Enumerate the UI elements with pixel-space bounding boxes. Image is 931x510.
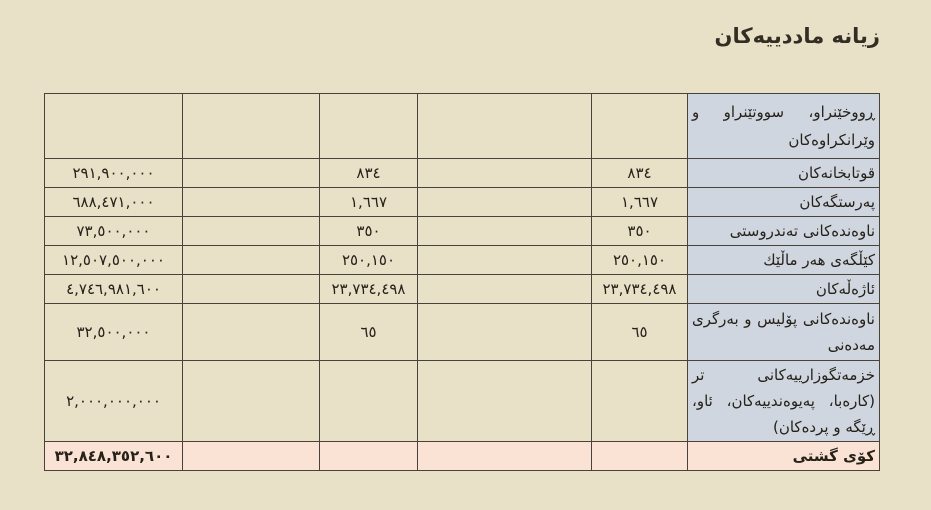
value-cell: ٣٢,٥٠٠,٠٠٠ — [44, 303, 183, 361]
spacer-cell — [182, 216, 320, 246]
header-row: ڕووخێنراو، سووتێنراو و وێرانکراوەکان — [44, 93, 880, 159]
row-label-cell: ئاژەڵەکان — [687, 274, 880, 304]
count-near-cell: ٢٥٠,١٥٠ — [591, 245, 688, 275]
spacer-cell — [417, 303, 592, 361]
spacer-cell — [182, 360, 320, 442]
count-far-cell — [319, 360, 418, 442]
header-empty-cell — [591, 93, 688, 159]
spacer-cell — [182, 274, 320, 304]
value-cell: ٦٨٨,٤٧١,٠٠٠ — [44, 187, 183, 217]
value-cell: ١٢,٥٠٧,٥٠٠,٠٠٠ — [44, 245, 183, 275]
count-near-cell: ٣٥٠ — [591, 216, 688, 246]
total-label-cell: کۆی گشتی — [687, 441, 880, 471]
page-title: زیانە ماددییەکان — [714, 24, 880, 48]
spacer-cell — [182, 187, 320, 217]
value-cell: ٧٣,٥٠٠,٠٠٠ — [44, 216, 183, 246]
count-far-cell: ٦٥ — [319, 303, 418, 361]
count-near-cell — [591, 360, 688, 442]
spacer-cell — [417, 245, 592, 275]
row-label-cell: ناوەندەکانی تەندروستی — [687, 216, 880, 246]
spacer-cell — [417, 216, 592, 246]
table-row-temples: پەرستگەکان ١,٦٦٧ ١,٦٦٧ ٦٨٨,٤٧١,٠٠٠ — [44, 187, 880, 217]
total-spacer-cell — [182, 441, 320, 471]
table-row-household-fields: کێڵگەی هەر ماڵێك ٢٥٠,١٥٠ ٢٥٠,١٥٠ ١٢,٥٠٧,… — [44, 245, 880, 275]
spacer-cell — [417, 158, 592, 188]
spacer-cell — [182, 245, 320, 275]
count-near-cell: ٨٣٤ — [591, 158, 688, 188]
row-label-cell: قوتابخانەکان — [687, 158, 880, 188]
count-far-cell: ٢٥٠,١٥٠ — [319, 245, 418, 275]
material-damages-table: ڕووخێنراو، سووتێنراو و وێرانکراوەکان قوت… — [44, 93, 880, 471]
header-label-cell: ڕووخێنراو، سووتێنراو و وێرانکراوەکان — [687, 93, 880, 159]
row-label-cell: خزمەتگوزارییەکانی تر (کارەبا، پەیوەندییە… — [687, 360, 880, 442]
spacer-cell — [417, 360, 592, 442]
value-cell: ٢,٠٠٠,٠٠٠,٠٠٠ — [44, 360, 183, 442]
row-label-cell: کێڵگەی هەر ماڵێك — [687, 245, 880, 275]
total-spacer-cell — [417, 441, 592, 471]
row-label-cell: پەرستگەکان — [687, 187, 880, 217]
total-count-far-cell — [319, 441, 418, 471]
table-row-health-centers: ناوەندەکانی تەندروستی ٣٥٠ ٣٥٠ ٧٣,٥٠٠,٠٠٠ — [44, 216, 880, 246]
row-label-cell: ناوەندەکانی پۆلیس و بەرگری مەدەنی — [687, 303, 880, 361]
count-near-cell: ٦٥ — [591, 303, 688, 361]
spacer-cell — [182, 303, 320, 361]
value-cell: ٢٩١,٩٠٠,٠٠٠ — [44, 158, 183, 188]
spacer-cell — [417, 187, 592, 217]
table-row-other-services: خزمەتگوزارییەکانی تر (کارەبا، پەیوەندییە… — [44, 360, 880, 442]
table-row-police-civil-defense: ناوەندەکانی پۆلیس و بەرگری مەدەنی ٦٥ ٦٥ … — [44, 303, 880, 361]
count-far-cell: ٨٣٤ — [319, 158, 418, 188]
header-empty-cell — [417, 93, 592, 159]
total-value-cell: ٣٢,٨٤٨,٣٥٢,٦٠٠ — [44, 441, 183, 471]
total-row: کۆی گشتی ٣٢,٨٤٨,٣٥٢,٦٠٠ — [44, 441, 880, 471]
total-count-near-cell — [591, 441, 688, 471]
header-empty-cell — [44, 93, 183, 159]
count-far-cell: ١,٦٦٧ — [319, 187, 418, 217]
count-far-cell: ٢٣,٧٣٤,٤٩٨ — [319, 274, 418, 304]
table-row-livestock: ئاژەڵەکان ٢٣,٧٣٤,٤٩٨ ٢٣,٧٣٤,٤٩٨ ٤,٧٤٦,٩٨… — [44, 274, 880, 304]
count-near-cell: ١,٦٦٧ — [591, 187, 688, 217]
spacer-cell — [182, 158, 320, 188]
count-far-cell: ٣٥٠ — [319, 216, 418, 246]
header-empty-cell — [319, 93, 418, 159]
header-empty-cell — [182, 93, 320, 159]
value-cell: ٤,٧٤٦,٩٨١,٦٠٠ — [44, 274, 183, 304]
table-row-schools: قوتابخانەکان ٨٣٤ ٨٣٤ ٢٩١,٩٠٠,٠٠٠ — [44, 158, 880, 188]
spacer-cell — [417, 274, 592, 304]
count-near-cell: ٢٣,٧٣٤,٤٩٨ — [591, 274, 688, 304]
